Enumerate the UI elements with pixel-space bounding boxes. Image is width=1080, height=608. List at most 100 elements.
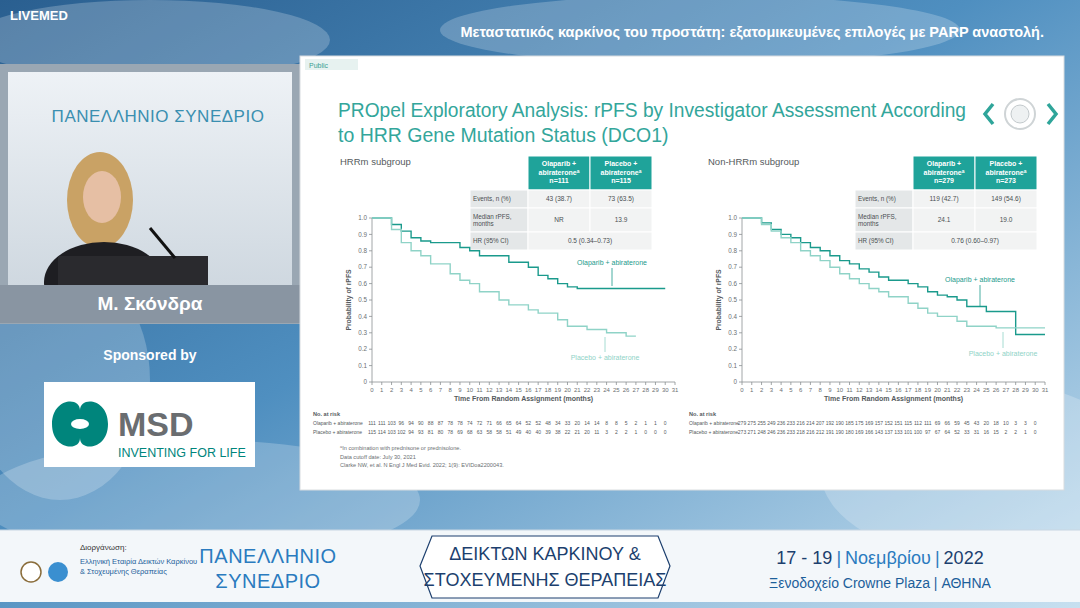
at-risk-value: 1 <box>1024 429 1027 435</box>
topic-text: ΔΕΙΚΤΩΝ ΚΑΡΚΙΝΟΥ & <box>449 544 640 564</box>
event-name: ΣΥΝΕΔΡΙΟ <box>215 570 320 592</box>
table-header <box>975 156 1037 190</box>
series-label: Placebo + abiraterone <box>571 354 640 361</box>
nav-home <box>1011 105 1029 123</box>
speaker-hair <box>67 152 133 248</box>
label-leader <box>605 337 606 352</box>
x-tick-label: 31 <box>1042 387 1049 393</box>
table-header-text: abirateronea <box>601 168 642 176</box>
at-risk-value: 115 <box>904 420 912 426</box>
x-axis-label: Time From Random Assignment (months) <box>824 395 963 403</box>
x-tick-label: 27 <box>1003 387 1010 393</box>
at-risk-value: 103 <box>387 429 396 435</box>
y-tick <box>369 218 372 219</box>
at-risk-value: 2 <box>635 420 638 426</box>
at-risk-value: 248 <box>757 429 766 435</box>
x-tick-label: 12 <box>486 387 493 393</box>
at-risk-value: 58 <box>487 429 493 435</box>
x-tick <box>888 382 889 385</box>
at-risk-value: 8 <box>615 420 618 426</box>
x-tick <box>898 382 899 385</box>
y-tick-label: 0.4 <box>728 313 737 320</box>
x-tick-label: 16 <box>895 387 902 393</box>
series-label: Placebo + abiraterone <box>969 350 1038 357</box>
y-tick-label: 0 <box>733 378 737 385</box>
x-tick <box>761 382 762 385</box>
microphone <box>150 228 175 258</box>
organizer-label: Διοργάνωση: <box>80 543 127 552</box>
at-risk-value: 58 <box>496 429 502 435</box>
at-risk-value: 112 <box>914 420 922 426</box>
at-risk-value: 45 <box>964 420 970 426</box>
table-value: 0.76 (0.60–0.97) <box>951 237 999 245</box>
at-risk-value: 1 <box>644 420 647 426</box>
at-risk-value: 65 <box>506 420 512 426</box>
footnote: Clarke NW, et al. N Engl J Med Evid. 202… <box>340 462 504 468</box>
x-tick-label: 20 <box>934 387 941 393</box>
x-axis-label: Time From Random Assignment (months) <box>454 395 593 403</box>
at-risk-value: 185 <box>845 420 854 426</box>
x-tick-label: 21 <box>574 387 581 393</box>
at-risk-value: 52 <box>526 420 532 426</box>
at-risk-value: 74 <box>467 420 473 426</box>
km-curve <box>372 218 665 289</box>
x-tick <box>771 382 772 385</box>
x-tick-label: 30 <box>662 387 669 393</box>
x-tick-label: 4 <box>409 387 413 393</box>
at-risk-value: 191 <box>826 429 835 435</box>
x-tick-label: 23 <box>963 387 970 393</box>
at-risk-value: 233 <box>787 429 796 435</box>
table-header-text-part: a <box>1024 168 1027 173</box>
y-tick <box>739 316 742 317</box>
y-tick-label: 0.6 <box>358 280 367 287</box>
x-tick-label: 10 <box>836 387 843 393</box>
slide <box>300 56 1064 490</box>
table-value: 43 (38.7) <box>546 195 572 203</box>
x-tick <box>479 382 480 385</box>
x-tick-label: 28 <box>642 387 649 393</box>
x-tick <box>606 382 607 385</box>
x-tick <box>1005 382 1006 385</box>
x-tick-label: 26 <box>993 387 1000 393</box>
speaker-video: ΠΑΝΕΛΛΗΝΙΟ ΣΥΝΕΔΡΙΟ <box>8 72 292 285</box>
table-header <box>913 156 975 190</box>
organizer-logo <box>21 562 41 582</box>
at-risk-value: 216 <box>806 429 815 435</box>
x-tick-label: 17 <box>905 387 912 393</box>
backdrop-text: ΠΑΝΕΛΛΗΝΙΟ ΣΥΝΕΔΡΙΟ <box>52 107 265 126</box>
label-leader <box>612 268 613 286</box>
y-tick <box>369 365 372 366</box>
y-tick <box>739 332 742 333</box>
at-risk-value: 218 <box>796 429 805 435</box>
y-tick-label: 1.0 <box>358 214 367 221</box>
event-dates-part: 17 - 19 <box>776 548 832 568</box>
speaker-frame <box>0 64 300 324</box>
table-header-text: n=273 <box>996 177 1016 184</box>
at-risk-value: 20 <box>574 420 580 426</box>
banner <box>0 530 1080 602</box>
at-risk-value: 133 <box>894 429 903 435</box>
at-risk-value: 11 <box>594 429 599 435</box>
km-curve <box>372 218 636 336</box>
at-risk-value: 236 <box>777 420 786 426</box>
table-row-label: Events, n (%) <box>858 195 896 203</box>
at-risk-value: 94 <box>408 420 414 426</box>
label-leader <box>1003 332 1004 348</box>
footnote: aIn combination with prednisone or predn… <box>340 444 461 452</box>
y-tick-label: 0.1 <box>358 362 367 369</box>
table-header-text-part: abiraterone <box>601 169 639 176</box>
at-risk-value: 114 <box>378 429 386 435</box>
topic-frame <box>420 536 670 598</box>
table-value: 24.1 <box>938 216 951 223</box>
x-tick-label: 3 <box>770 387 774 393</box>
table-value: 19.0 <box>1000 216 1013 223</box>
x-tick <box>528 382 529 385</box>
table-value: 119 (42.7) <box>929 195 958 203</box>
at-risk-value: 33 <box>565 420 571 426</box>
at-risk-value: 151 <box>894 420 903 426</box>
at-risk-value: 43 <box>974 420 980 426</box>
at-risk-value: 111 <box>378 420 386 426</box>
at-risk-value: 40 <box>526 429 532 435</box>
x-tick-label: 4 <box>779 387 783 393</box>
at-risk-value: 72 <box>477 420 483 426</box>
